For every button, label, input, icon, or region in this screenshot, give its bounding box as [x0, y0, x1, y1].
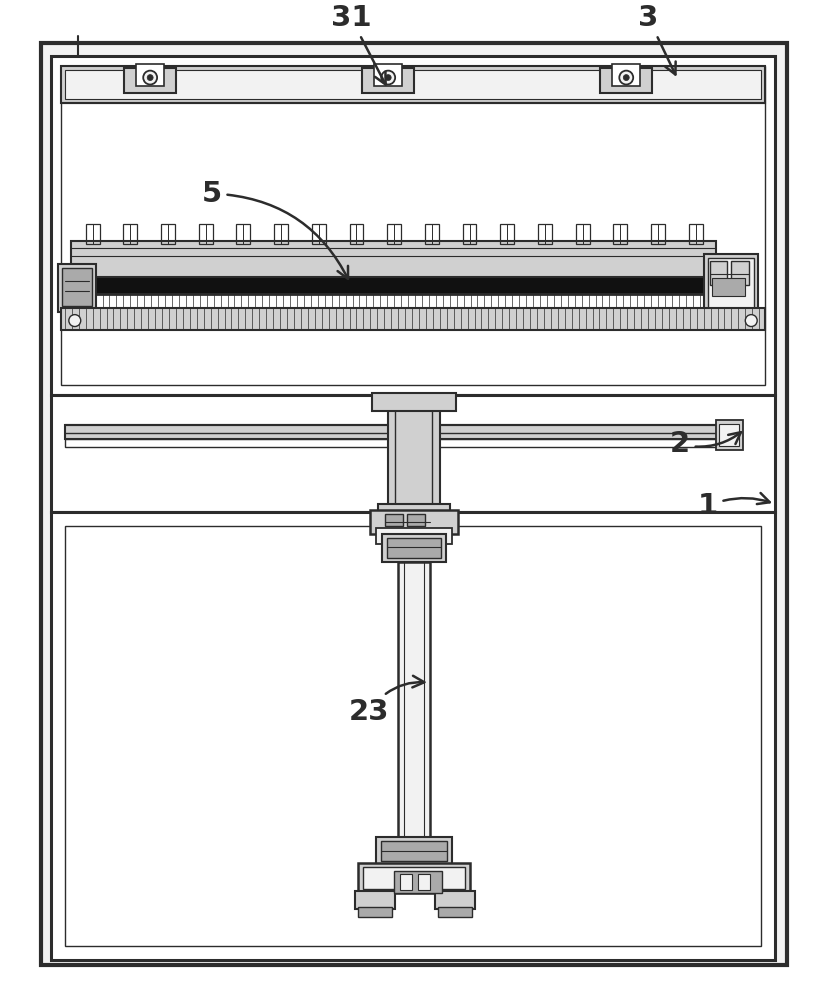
Bar: [65, 526, 760, 946]
Bar: [387, 224, 400, 244]
Bar: [399, 874, 412, 890]
Bar: [198, 224, 213, 244]
Bar: [380, 841, 447, 861]
Bar: [58, 264, 95, 312]
Bar: [312, 224, 325, 244]
Bar: [358, 907, 392, 917]
Bar: [710, 278, 744, 296]
Bar: [62, 268, 92, 306]
Bar: [382, 534, 445, 562]
Bar: [61, 66, 764, 103]
Bar: [575, 224, 589, 244]
Text: 5: 5: [202, 180, 347, 279]
Bar: [51, 395, 774, 512]
Bar: [462, 224, 476, 244]
Circle shape: [380, 71, 394, 85]
Bar: [730, 261, 748, 285]
Bar: [61, 66, 764, 385]
Circle shape: [385, 75, 390, 81]
Bar: [707, 258, 753, 312]
Bar: [613, 224, 627, 244]
Text: 1: 1: [697, 492, 769, 520]
Bar: [71, 276, 715, 294]
Bar: [123, 224, 137, 244]
Circle shape: [619, 71, 633, 85]
Bar: [65, 439, 739, 447]
Bar: [719, 424, 739, 446]
Bar: [378, 504, 449, 518]
Bar: [65, 425, 739, 439]
Bar: [61, 308, 764, 330]
Bar: [51, 512, 774, 960]
Bar: [375, 528, 452, 544]
Bar: [355, 891, 394, 909]
Bar: [237, 224, 250, 244]
Bar: [398, 562, 429, 839]
Bar: [600, 68, 651, 93]
Bar: [349, 224, 363, 244]
Bar: [387, 538, 440, 558]
Text: 23: 23: [348, 676, 423, 726]
Bar: [437, 907, 471, 917]
Bar: [500, 224, 514, 244]
Bar: [703, 254, 758, 316]
Bar: [374, 64, 402, 86]
Circle shape: [623, 75, 629, 81]
Circle shape: [143, 71, 157, 85]
Circle shape: [147, 75, 153, 81]
Bar: [362, 68, 414, 93]
Bar: [274, 224, 288, 244]
Bar: [65, 70, 760, 99]
Bar: [538, 224, 552, 244]
Text: 2: 2: [669, 430, 740, 458]
Bar: [434, 891, 474, 909]
Bar: [424, 224, 438, 244]
Bar: [363, 867, 464, 889]
Text: 3: 3: [638, 4, 675, 75]
Bar: [418, 874, 429, 890]
Bar: [715, 420, 743, 450]
Bar: [124, 68, 176, 93]
Text: 31: 31: [330, 4, 385, 85]
Bar: [385, 514, 403, 526]
Circle shape: [744, 315, 756, 327]
Bar: [688, 224, 702, 244]
Bar: [375, 837, 452, 865]
Bar: [71, 294, 715, 308]
Bar: [388, 395, 439, 512]
Bar: [372, 393, 455, 411]
Bar: [161, 224, 174, 244]
Bar: [51, 56, 774, 395]
Bar: [71, 241, 715, 277]
Bar: [136, 64, 164, 86]
Bar: [394, 871, 442, 893]
Bar: [358, 863, 469, 893]
Bar: [612, 64, 639, 86]
Circle shape: [69, 315, 81, 327]
Bar: [709, 261, 727, 285]
Bar: [650, 224, 664, 244]
Bar: [407, 514, 424, 526]
Bar: [370, 510, 457, 534]
Bar: [85, 224, 99, 244]
